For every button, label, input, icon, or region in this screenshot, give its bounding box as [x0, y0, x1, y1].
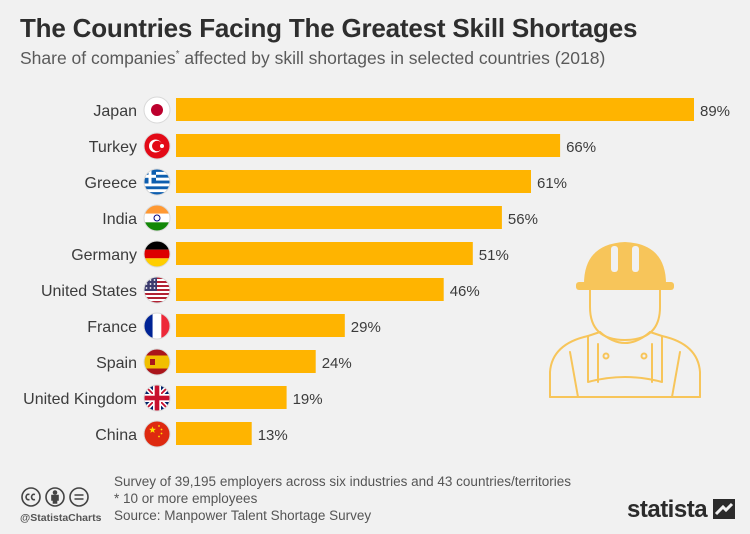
bar [176, 422, 252, 445]
bar [176, 278, 444, 301]
value-label: 29% [351, 319, 381, 336]
chart-title: The Countries Facing The Greatest Skill … [20, 13, 638, 43]
category-label: Turkey [89, 139, 137, 156]
category-label: Japan [93, 103, 137, 120]
category-label: Spain [96, 355, 137, 372]
chart-subtitle: Share of companies* affected by skill sh… [20, 48, 605, 69]
category-label: Greece [85, 175, 138, 192]
turkey-flag-icon [144, 133, 170, 159]
value-label: 46% [450, 283, 480, 300]
united-states-flag-icon-ring [143, 276, 171, 304]
bar [176, 206, 502, 229]
japan-flag-icon [144, 97, 170, 123]
category-label: United Kingdom [23, 391, 137, 408]
china-flag-icon [144, 421, 170, 447]
value-label: 61% [537, 175, 567, 192]
bar [176, 98, 694, 121]
value-label: 66% [566, 139, 596, 156]
footer-notes: Survey of 39,195 employers across six in… [114, 473, 571, 524]
statista-handle: @StatistaCharts [20, 512, 102, 524]
bar [176, 314, 345, 337]
footnote: * 10 or more employees [114, 491, 258, 506]
france-flag-icon [144, 313, 170, 339]
no-derivatives-icon [69, 487, 89, 507]
value-label: 89% [700, 103, 730, 120]
value-label: 56% [508, 211, 538, 228]
united-kingdom-flag-icon-ring [143, 384, 171, 412]
bar [176, 386, 287, 409]
bar [176, 350, 316, 373]
category-label: India [102, 211, 137, 228]
subtitle-footnote-mark: * [175, 49, 180, 61]
category-label: China [95, 427, 137, 444]
bar-chart: Japan 89% Turkey 66% Greece 61% India 56% German… [23, 96, 730, 448]
spain-flag-icon [144, 349, 170, 375]
value-label: 19% [293, 391, 323, 408]
construction-worker-icon [549, 242, 701, 398]
spain-flag-icon-ring [143, 348, 171, 376]
source-note: Source: Manpower Talent Shortage Survey [114, 508, 372, 523]
india-flag-icon-ring [143, 204, 171, 232]
united-kingdom-flag-icon [144, 385, 170, 411]
creative-commons-icon [21, 487, 41, 507]
category-label: France [87, 319, 137, 336]
statista-logo-text: statista [627, 496, 708, 523]
attribution-icon [45, 487, 65, 507]
subtitle-text-rest: affected by skill shortages in selected … [179, 48, 606, 68]
greece-flag-icon-ring [143, 168, 171, 196]
value-label: 51% [479, 247, 509, 264]
germany-flag-icon [144, 241, 170, 267]
bar [176, 242, 473, 265]
france-flag-icon-ring [143, 312, 171, 340]
bar [176, 170, 531, 193]
japan-flag-icon-ring [143, 96, 171, 124]
turkey-flag-icon-ring [143, 132, 171, 160]
survey-note: Survey of 39,195 employers across six in… [114, 474, 571, 489]
category-label: United States [41, 283, 137, 300]
statista-logo: statista [627, 496, 736, 524]
germany-flag-icon-ring [143, 240, 171, 268]
category-label: Germany [71, 247, 137, 264]
value-label: 24% [322, 355, 352, 372]
license-icons [21, 487, 89, 507]
bar [176, 134, 561, 157]
subtitle-text: Share of companies [20, 48, 176, 68]
value-label: 13% [258, 427, 288, 444]
china-flag-icon-ring [143, 420, 171, 448]
statista-logo-icon [713, 499, 736, 519]
india-flag-icon [144, 205, 170, 231]
